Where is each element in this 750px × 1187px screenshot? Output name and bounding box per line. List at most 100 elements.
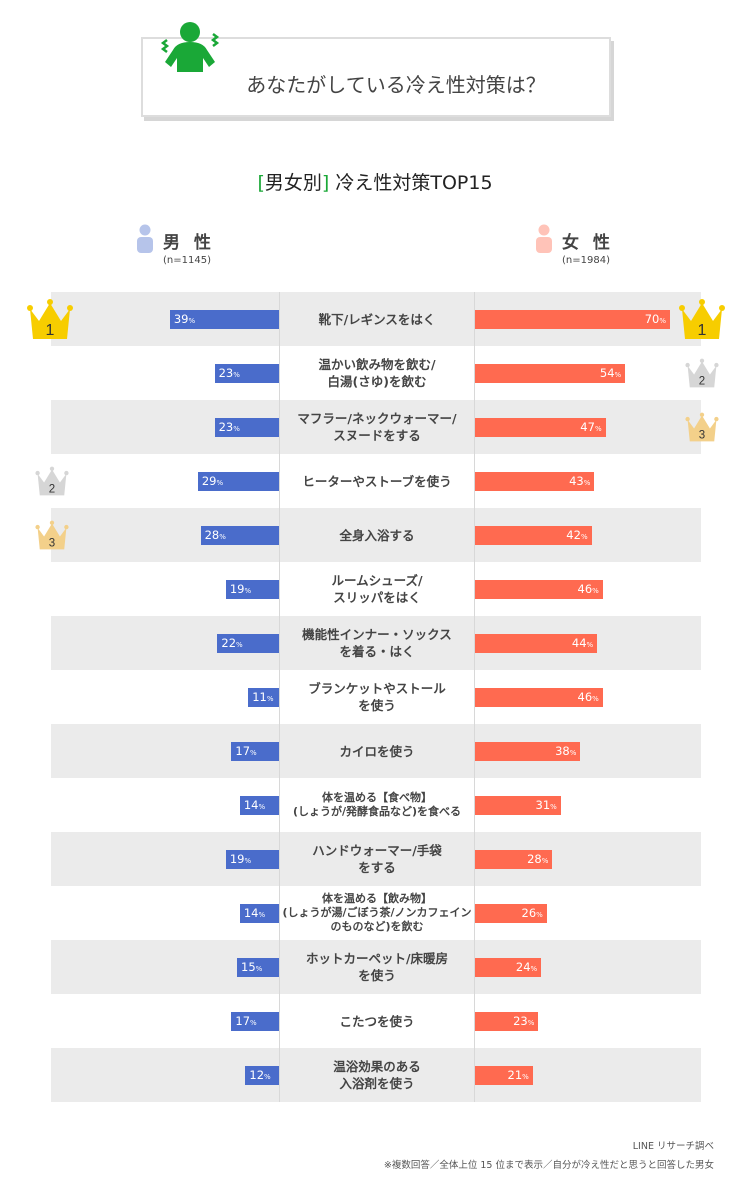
percent-sign: % [592,587,599,595]
percent-sign: % [258,911,266,919]
rank-number: 3 [49,538,55,550]
subtitle-title: 冷え性対策TOP15 [329,172,493,194]
question-box: あなたがしている冷え性対策は？ [141,37,611,117]
percent-sign: % [258,803,266,811]
category-label: カイロを使う [339,743,415,759]
row-background [51,832,701,886]
percent-sign: % [527,1019,535,1027]
chart-subtitle: [男女別] 冷え性対策TOP15 [0,168,750,195]
legend-female-n: (n=1984) [562,255,610,266]
male-bar: 12% [245,1066,279,1085]
row-background [51,1048,701,1102]
rank-number: 1 [698,322,707,339]
percent-sign: % [264,1073,271,1081]
category-label: 全身入浴する [339,527,415,543]
female-bar: 46% [474,688,603,707]
chart-row: 全身入浴する 28% 42% [0,508,750,562]
male-bar: 11% [248,688,279,707]
chart-row: 温かい飲み物を飲む/白湯(さゆ)を飲む 23% 54% [0,346,750,400]
chart-row: カイロを使う 17% 38% [0,724,750,778]
female-bar-value: 70 [644,312,660,326]
shivering-person-icon [160,22,220,72]
rank-number: 2 [49,484,55,496]
category-label: 温浴効果のある 入浴剤を使う [333,1059,421,1091]
female-bar: 24% [474,958,542,977]
chart-row: 体を温める【食べ物】 (しょうが/発酵食品など)を食べる 14% 31% [0,778,750,832]
female-bar-value: 42 [566,528,581,542]
rank-number: 1 [46,322,55,339]
female-person-icon [536,224,552,253]
chart-row: ルームシューズ/スリッパをはく 19% 46% [0,562,750,616]
male-bar: 19% [225,580,279,599]
percent-sign: % [244,587,252,595]
male-bar: 22% [217,634,279,653]
footnote: ※複数回答／全体上位 15 位まで表示／自分が冷え性だと思うと回答した男女 [383,1160,714,1171]
male-bar-value: 17 [235,744,251,758]
female-bar-value: 26 [521,906,537,920]
percent-sign: % [236,641,243,649]
male-bar-value: 23 [218,366,234,380]
chart-row: 体を温める【飲み物】 (しょうが湯/ごぼう茶/ノンカフェイン のものなど)を飲む 14… [0,886,750,940]
percent-sign: % [594,425,602,433]
female-bar: 42% [474,526,592,545]
chart-row: 機能性インナー・ソックス を着る・はく 22% 44% [0,616,750,670]
percent-sign: % [266,695,274,703]
crown-rank-1-icon: 1 [679,299,725,339]
percent-sign: % [233,371,240,379]
legend-male-n: (n=1145) [163,255,211,266]
source-note: LINE リサーチ調べ [632,1141,714,1152]
male-bar: 14% [239,904,279,923]
chart-row: ヒーターやストーブを使う 29% 43% [0,454,750,508]
female-bar-value: 43 [569,474,584,488]
legend-female-label: 女 性 [562,233,614,253]
chart-row: マフラー/ネックウォーマー/スヌードをする 23% 47% [0,400,750,454]
percent-sign: % [219,533,226,541]
question-text: あなたがしている冷え性対策は？ [246,73,546,97]
category-label: ブランケットやストール を使う [308,681,446,713]
percent-sign: % [550,803,557,811]
category-label: こたつを使う [339,1013,415,1029]
female-bar: 44% [474,634,598,653]
row-background [51,724,701,778]
female-bar-value: 21 [507,1068,523,1082]
category-label: 体を温める【食べ物】 (しょうが/発酵食品など)を食べる [292,791,462,818]
percent-sign: % [659,317,666,325]
female-bar-value: 54 [599,366,615,380]
bracket-open: [ [257,172,265,194]
female-bar: 38% [474,742,581,761]
subtitle-group: 男女別 [264,172,322,194]
bracket-close: ] [321,172,330,194]
category-label: 靴下/レギンスをはく [318,311,436,327]
male-bar-value: 19 [229,582,245,596]
female-bar: 23% [474,1012,539,1031]
percent-sign: % [541,857,549,865]
crown-rank-3-icon: 3 [685,412,719,442]
category-label: ルームシューズ/スリッパをはく [331,573,423,605]
male-bar: 23% [214,364,279,383]
female-bar: 46% [474,580,603,599]
percent-sign: % [250,749,257,757]
chart-row: ホットカーペット/床暖房 を使う 15% 24% [0,940,750,994]
male-bar-value: 22 [221,636,237,650]
percent-sign: % [536,911,543,919]
chart-row: 靴下/レギンスをはく 39% 70% [0,292,750,346]
female-bar-value: 24 [515,960,531,974]
male-bar: 15% [237,958,279,977]
percent-sign: % [569,749,577,757]
crown-rank-3-icon: 3 [35,520,69,550]
percent-sign: % [255,965,263,973]
row-background [51,508,701,562]
percent-sign: % [530,965,538,973]
percent-sign: % [250,1019,257,1027]
chart-row: ブランケットやストール を使う 11% 46% [0,670,750,724]
percent-sign: % [522,1073,529,1081]
male-bar: 19% [225,850,279,869]
male-bar-value: 39 [173,312,189,326]
category-label: 温かい飲み物を飲む/白湯(さゆ)を飲む [318,357,436,389]
female-bar: 26% [474,904,547,923]
percent-sign: % [244,857,252,865]
female-bar-value: 38 [555,744,570,758]
female-bar-value: 44 [571,636,587,650]
percent-sign: % [614,371,622,379]
crown-rank-2-icon: 2 [35,466,69,496]
